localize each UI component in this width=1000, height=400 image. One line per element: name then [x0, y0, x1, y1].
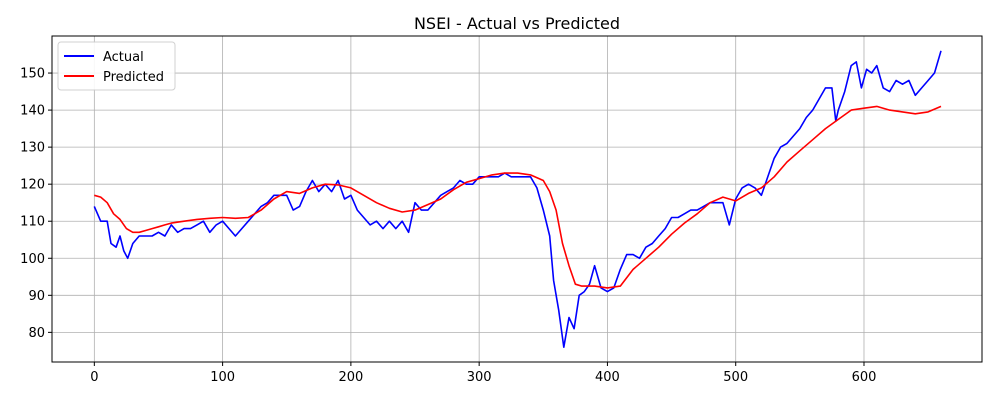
legend-box: [57, 41, 176, 91]
plot-frame: [51, 35, 983, 363]
legend: Actual Predicted: [57, 41, 176, 91]
y-tick-label: 100: [20, 252, 45, 267]
y-tick-label: 90: [28, 289, 45, 304]
chart-title: NSEI - Actual vs Predicted: [414, 14, 620, 33]
x-axis: 0 100 200 300 400 500 600: [90, 362, 876, 385]
x-tick-label: 0: [90, 370, 98, 385]
x-tick-label: 300: [467, 370, 492, 385]
y-tick-label: 110: [20, 215, 45, 230]
y-tick-label: 150: [20, 67, 45, 82]
series-line-predicted: [94, 105, 942, 289]
legend-label-actual: Actual: [103, 50, 144, 65]
grid: [52, 36, 982, 362]
y-tick-label: 80: [28, 326, 45, 341]
legend-label-predicted: Predicted: [103, 70, 164, 85]
x-tick-label: 500: [723, 370, 748, 385]
y-tick-label: 120: [20, 178, 45, 193]
x-tick-label: 200: [338, 370, 363, 385]
x-tick-label: 400: [595, 370, 620, 385]
y-tick-label: 140: [20, 104, 45, 119]
series-layer: [93, 50, 942, 348]
y-axis: 80 90 100 110 120 130 140 150: [20, 67, 52, 341]
y-tick-label: 130: [20, 141, 45, 156]
x-tick-label: 600: [852, 370, 877, 385]
x-tick-label: 100: [210, 370, 235, 385]
series-line-actual: [93, 50, 942, 348]
